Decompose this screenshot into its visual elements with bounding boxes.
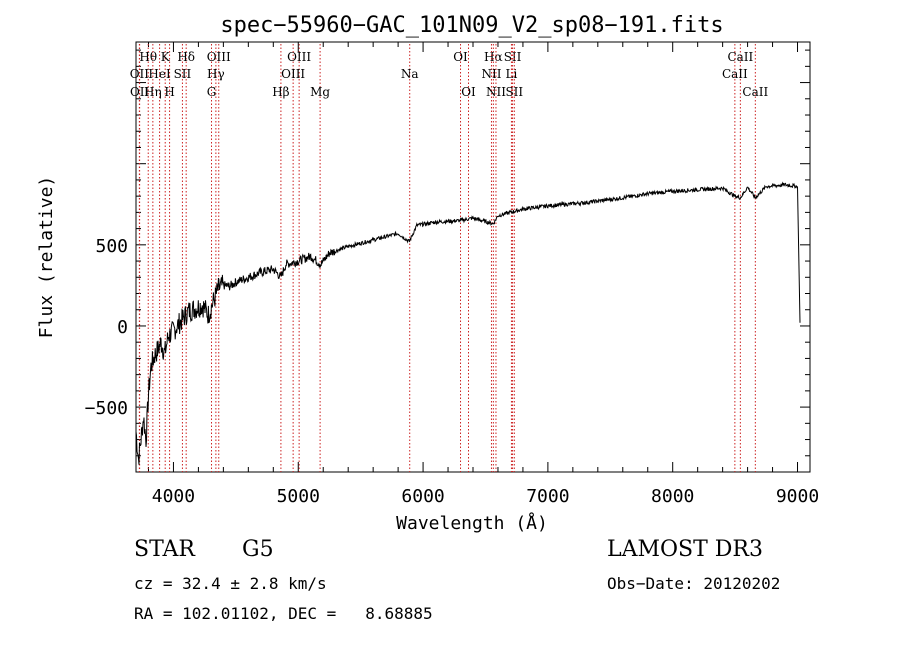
x-tick-label: 5000 xyxy=(277,486,320,507)
line-label: CaII xyxy=(742,85,768,99)
y-axis-label: Flux (relative) xyxy=(36,176,57,339)
x-tick-label: 4000 xyxy=(152,486,195,507)
line-label: K xyxy=(161,50,171,64)
line-label: SII xyxy=(174,67,192,81)
survey-label: LAMOST DR3 xyxy=(607,537,763,562)
obs-date: Obs−Date: 20120202 xyxy=(607,574,781,593)
line-label: Hα xyxy=(484,50,503,64)
line-label: OIII xyxy=(207,50,231,64)
object-subclass: G5 xyxy=(242,537,274,562)
line-label: Li xyxy=(506,67,518,81)
y-tick-label: 0 xyxy=(117,317,128,338)
line-label: OII xyxy=(130,85,150,99)
line-label: Hδ xyxy=(177,50,195,64)
line-label: CaII xyxy=(722,67,748,81)
line-label: SII xyxy=(504,50,522,64)
x-axis-label: Wavelength (Å) xyxy=(396,512,548,534)
line-label: Na xyxy=(401,67,419,81)
chart-title: spec−55960−GAC_101N09_V2_sp08−191.fits xyxy=(220,13,723,38)
line-label: Hγ xyxy=(207,67,225,81)
spectrum-line xyxy=(135,181,801,465)
line-label: OI xyxy=(461,85,476,99)
x-tick-label: 8000 xyxy=(651,486,694,507)
line-label: NII xyxy=(486,85,506,99)
x-tick-label: 6000 xyxy=(401,486,444,507)
redshift-value: cz = 32.4 ± 2.8 km/s xyxy=(134,574,327,593)
y-tick-label: −500 xyxy=(85,398,128,419)
line-label: Hβ xyxy=(272,85,289,99)
line-label: CaII xyxy=(727,50,753,64)
object-class: STAR xyxy=(134,537,195,562)
x-tick-label: 7000 xyxy=(526,486,569,507)
line-label: Hη xyxy=(144,85,162,99)
plot-frame xyxy=(135,41,811,473)
line-label: H xyxy=(164,85,174,99)
line-label: Mg xyxy=(310,85,330,99)
x-tick-label: 9000 xyxy=(776,486,819,507)
line-label: OI xyxy=(453,50,468,64)
line-label: SII xyxy=(505,85,523,99)
line-label: OIII xyxy=(287,50,311,64)
y-tick-label: 500 xyxy=(95,236,128,257)
line-label: NII xyxy=(481,67,501,81)
line-label: G xyxy=(207,85,217,99)
ra-dec: RA = 102.01102, DEC = 8.68885 xyxy=(134,604,433,623)
line-label: OII xyxy=(130,67,150,81)
line-label: Hθ xyxy=(139,50,157,64)
line-label: OIII xyxy=(281,67,305,81)
line-label: HeI xyxy=(148,67,171,81)
